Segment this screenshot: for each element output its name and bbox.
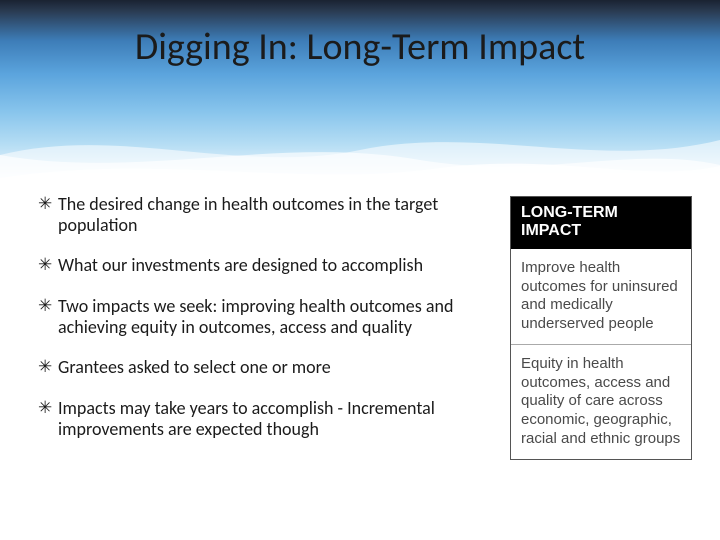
asterisk-icon: ✳ — [38, 296, 58, 316]
bullet-text: Impacts may take years to accomplish - I… — [58, 398, 488, 439]
asterisk-icon: ✳ — [38, 398, 58, 418]
asterisk-icon: ✳ — [38, 255, 58, 275]
slide-title: Digging In: Long-Term Impact — [0, 24, 720, 70]
asterisk-icon: ✳ — [38, 194, 58, 214]
bullet-item: ✳ Grantees asked to select one or more — [38, 357, 488, 378]
bullet-text: Two impacts we seek: improving health ou… — [58, 296, 488, 337]
sidebar-body: Improve health outcomes for uninsured an… — [511, 249, 691, 459]
sidebar-header: LONG-TERM IMPACT — [511, 197, 691, 249]
sidebar-panel: LONG-TERM IMPACT Improve health outcomes… — [510, 196, 692, 460]
bullet-item: ✳ What our investments are designed to a… — [38, 255, 488, 276]
bullet-list: ✳ The desired change in health outcomes … — [38, 194, 488, 460]
bullet-item: ✳ Impacts may take years to accomplish -… — [38, 398, 488, 439]
bullet-text: Grantees asked to select one or more — [58, 357, 331, 378]
bullet-text: The desired change in health outcomes in… — [58, 194, 488, 235]
bullet-item: ✳ Two impacts we seek: improving health … — [38, 296, 488, 337]
sidebar-para-1: Improve health outcomes for uninsured an… — [511, 249, 691, 344]
bullet-text: What our investments are designed to acc… — [58, 255, 423, 276]
bullet-item: ✳ The desired change in health outcomes … — [38, 194, 488, 235]
asterisk-icon: ✳ — [38, 357, 58, 377]
sidebar-para-2: Equity in health outcomes, access and qu… — [511, 345, 691, 459]
